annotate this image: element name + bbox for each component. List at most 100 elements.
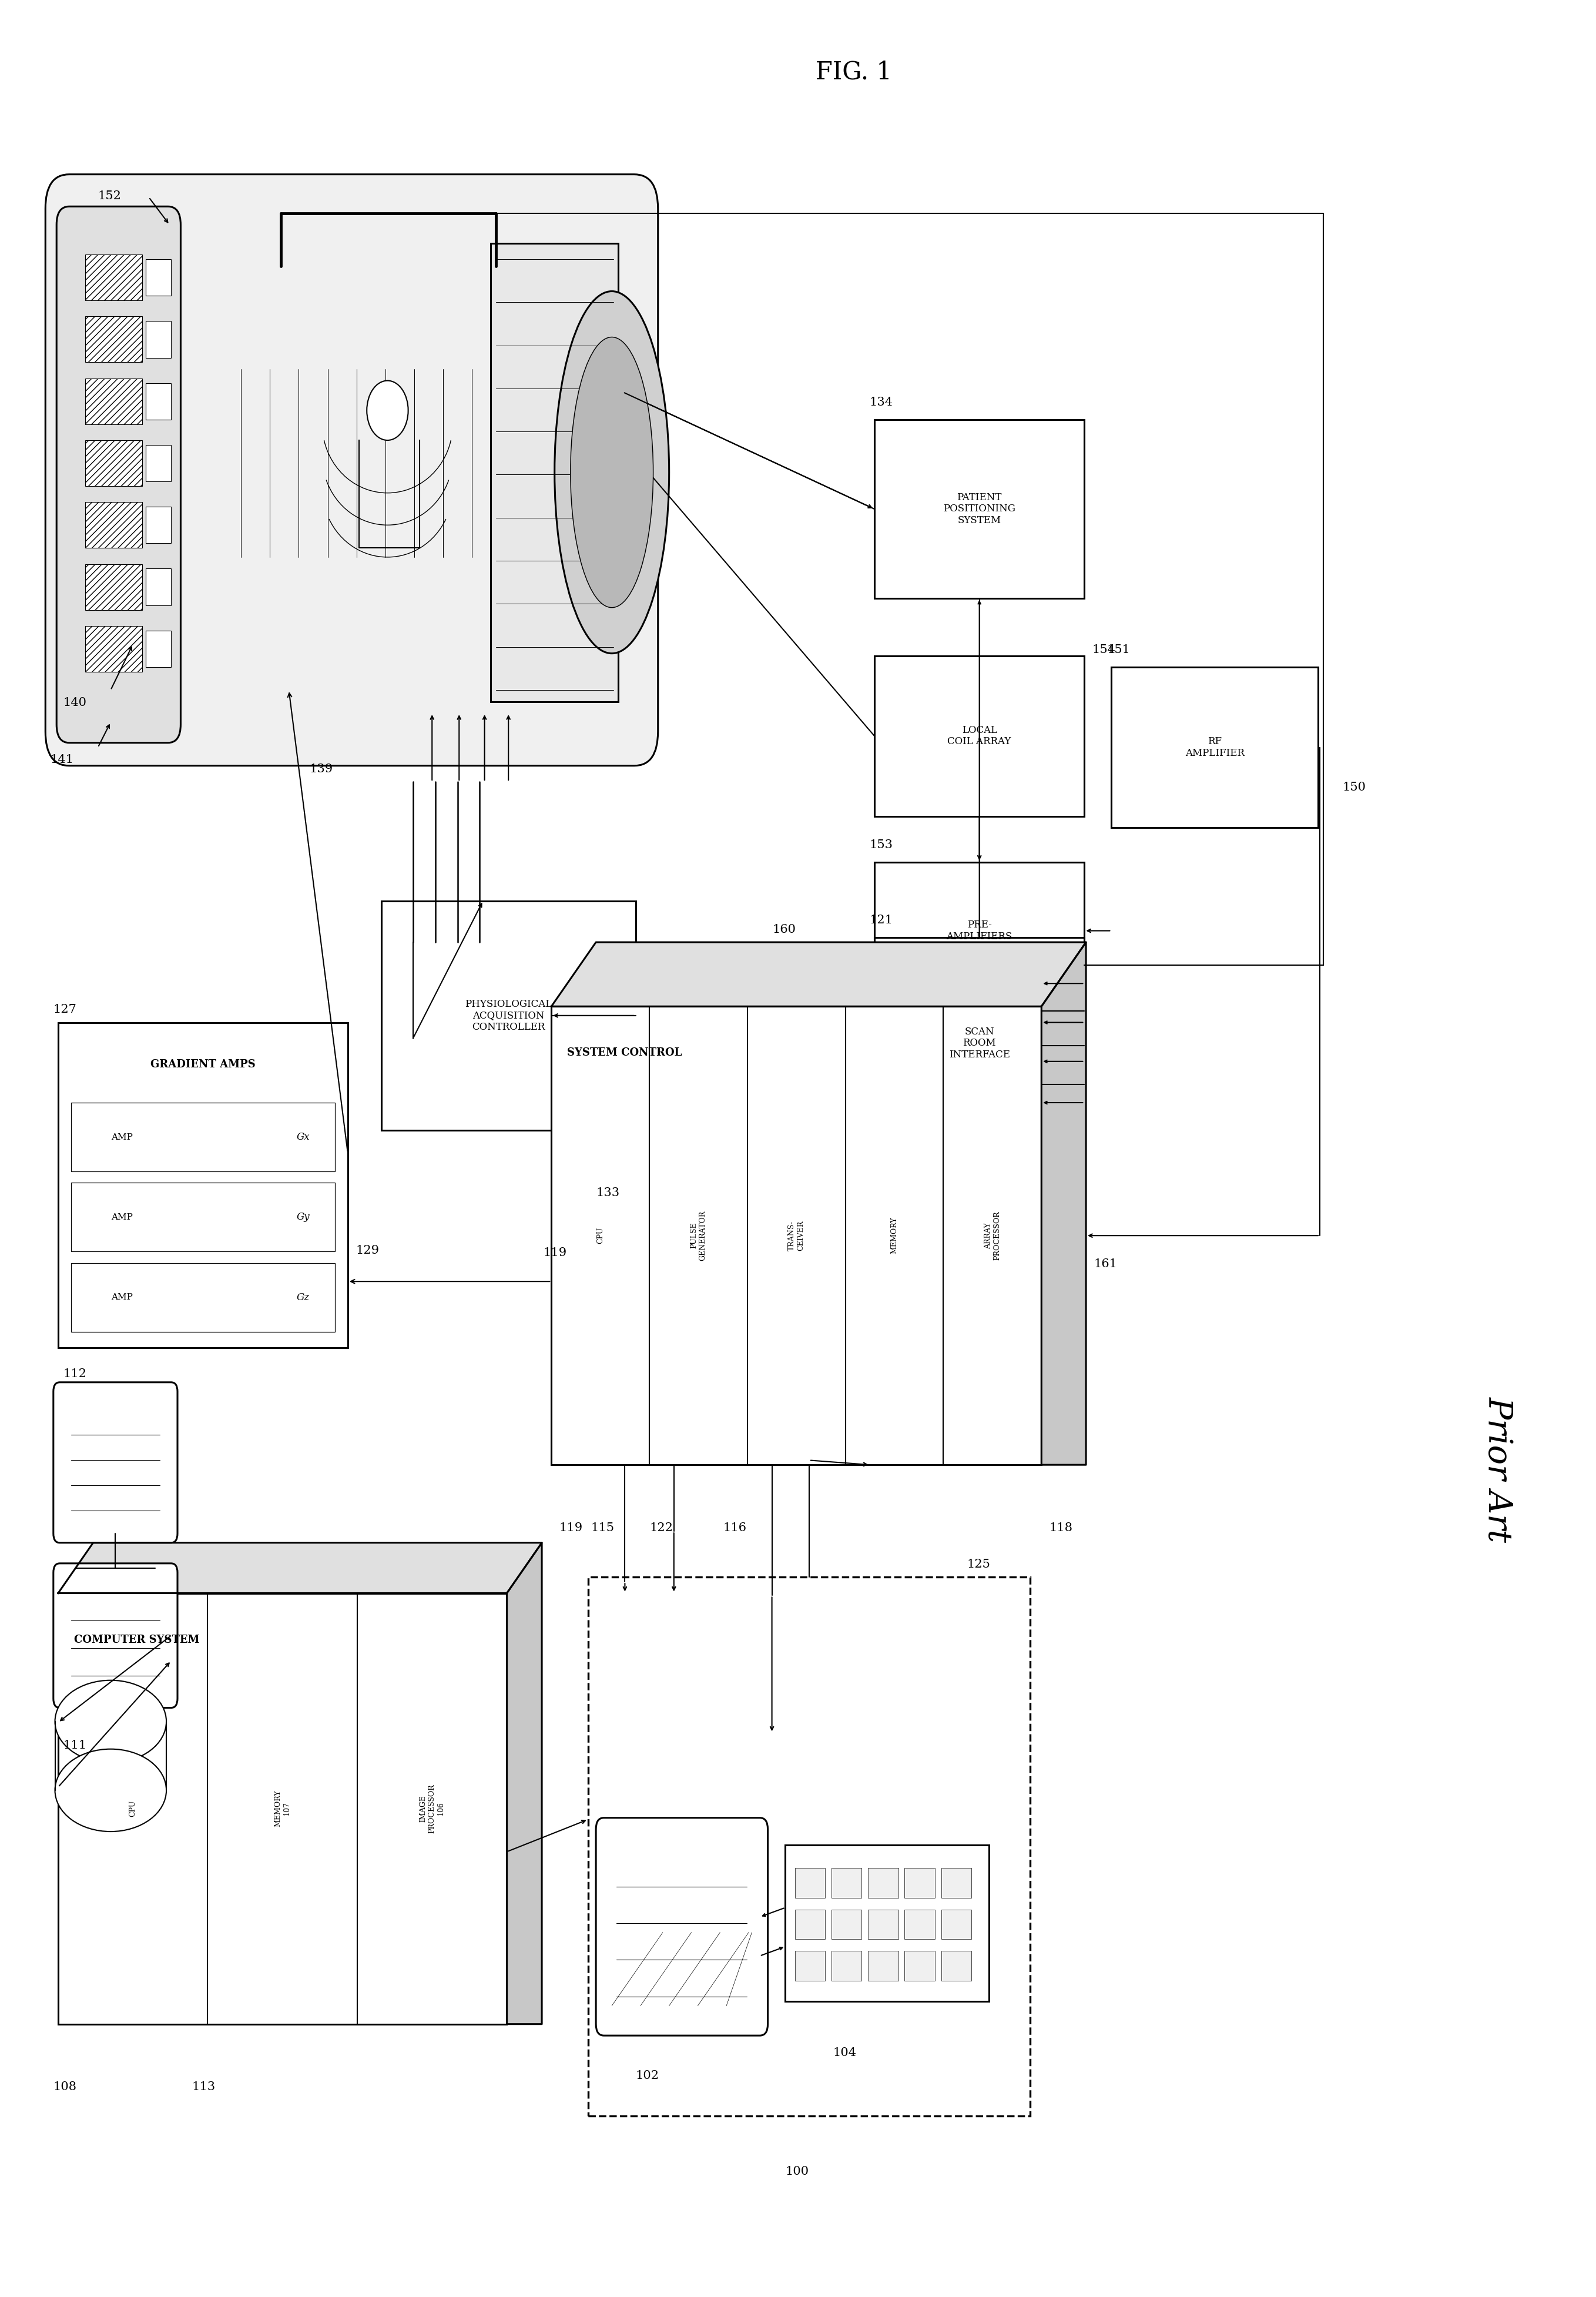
FancyBboxPatch shape [53, 1383, 177, 1544]
Text: AMP: AMP [112, 1213, 132, 1222]
Text: PHYSIOLOGICAL
ACQUISITION
CONTROLLER: PHYSIOLOGICAL ACQUISITION CONTROLLER [464, 999, 552, 1031]
Text: 154: 154 [1092, 643, 1116, 655]
Bar [832, 1950, 862, 1980]
Bar [85, 441, 142, 487]
Bar [57, 1594, 508, 2024]
Text: 108: 108 [53, 2081, 77, 2093]
Bar [85, 565, 142, 611]
Ellipse shape [554, 292, 669, 652]
Bar [145, 322, 171, 358]
Text: Gx: Gx [297, 1132, 310, 1142]
Text: 161: 161 [1093, 1259, 1117, 1270]
Text: CPU: CPU [129, 1801, 137, 1817]
Bar [795, 1909, 825, 1939]
Bar [85, 503, 142, 549]
Bar [905, 1867, 935, 1897]
Bar [85, 255, 142, 301]
Text: 153: 153 [870, 838, 894, 850]
Bar [85, 379, 142, 425]
Bar [145, 446, 171, 482]
Text: RF
AMPLIFIER: RF AMPLIFIER [1186, 737, 1245, 758]
Bar [832, 1867, 862, 1897]
Text: LOCAL
COIL ARRAY: LOCAL COIL ARRAY [948, 726, 1012, 747]
Polygon shape [57, 1544, 541, 1594]
Text: 118: 118 [1050, 1523, 1073, 1534]
Bar [145, 508, 171, 544]
Text: GRADIENT AMPS: GRADIENT AMPS [150, 1059, 255, 1070]
Text: 116: 116 [723, 1523, 747, 1534]
Bar [551, 1006, 1042, 1465]
Text: IMAGE
PROCESSOR
106: IMAGE PROCESSOR 106 [420, 1785, 445, 1833]
Bar [145, 629, 171, 666]
Bar [381, 900, 635, 1130]
Polygon shape [551, 942, 1085, 1006]
Bar [875, 420, 1084, 600]
Text: Gz: Gz [297, 1293, 310, 1302]
Ellipse shape [54, 1681, 166, 1762]
Text: 150: 150 [1342, 781, 1366, 792]
Text: 113: 113 [192, 2081, 215, 2093]
Text: 119: 119 [559, 1523, 583, 1534]
Bar [70, 1263, 335, 1332]
Text: PRE-
AMPLIFIERS: PRE- AMPLIFIERS [946, 921, 1012, 942]
Text: 121: 121 [870, 914, 894, 926]
Bar [795, 1867, 825, 1897]
Text: Prior Art: Prior Art [1483, 1397, 1515, 1541]
Text: MEMORY: MEMORY [891, 1217, 899, 1254]
Text: FIG. 1: FIG. 1 [816, 60, 892, 85]
Bar [587, 1578, 1031, 2116]
Text: MEMORY
107: MEMORY 107 [275, 1789, 290, 1826]
Text: COMPUTER SYSTEM: COMPUTER SYSTEM [73, 1635, 200, 1645]
Bar [942, 1909, 972, 1939]
Bar [492, 243, 618, 701]
Text: 122: 122 [650, 1523, 674, 1534]
Text: SCAN
ROOM
INTERFACE: SCAN ROOM INTERFACE [950, 1027, 1010, 1059]
Bar [70, 1103, 335, 1171]
Bar [875, 937, 1084, 1148]
Bar [85, 625, 142, 671]
Bar [795, 1950, 825, 1980]
Text: 160: 160 [772, 923, 796, 935]
Polygon shape [508, 1544, 541, 2024]
Text: 112: 112 [62, 1369, 86, 1380]
FancyBboxPatch shape [595, 1817, 768, 2035]
Text: 129: 129 [356, 1245, 380, 1256]
Bar [145, 384, 171, 420]
Bar [145, 570, 171, 606]
Text: PATIENT
POSITIONING
SYSTEM: PATIENT POSITIONING SYSTEM [943, 492, 1015, 526]
Bar [942, 1867, 972, 1897]
Bar [785, 1844, 990, 2001]
Text: SYSTEM CONTROL: SYSTEM CONTROL [567, 1047, 681, 1059]
Text: 102: 102 [635, 2070, 659, 2081]
Bar [1111, 666, 1318, 827]
Text: 134: 134 [870, 397, 894, 409]
Bar [875, 655, 1084, 815]
Bar [832, 1909, 862, 1939]
Text: 119: 119 [543, 1247, 567, 1259]
FancyBboxPatch shape [45, 175, 658, 765]
Text: 152: 152 [97, 191, 121, 202]
Text: 140: 140 [62, 696, 86, 707]
Text: Gy: Gy [297, 1213, 310, 1222]
Text: TRANS-
CEIVER: TRANS- CEIVER [788, 1220, 804, 1250]
FancyBboxPatch shape [53, 1564, 177, 1707]
Polygon shape [1042, 942, 1085, 1465]
Bar [942, 1950, 972, 1980]
Text: 151: 151 [1106, 643, 1130, 655]
Bar [905, 1950, 935, 1980]
Bar [875, 861, 1084, 999]
Text: 139: 139 [310, 763, 334, 774]
Text: 127: 127 [53, 1004, 77, 1015]
FancyBboxPatch shape [56, 207, 180, 742]
Bar [70, 1183, 335, 1252]
Text: 133: 133 [595, 1188, 619, 1199]
Ellipse shape [54, 1748, 166, 1831]
Bar [145, 260, 171, 296]
Text: 104: 104 [833, 2047, 857, 2058]
Text: AMP: AMP [112, 1132, 132, 1142]
Bar [868, 1867, 899, 1897]
Text: 141: 141 [49, 753, 73, 765]
Text: 115: 115 [591, 1523, 614, 1534]
Text: 125: 125 [967, 1560, 990, 1569]
Circle shape [367, 381, 409, 441]
